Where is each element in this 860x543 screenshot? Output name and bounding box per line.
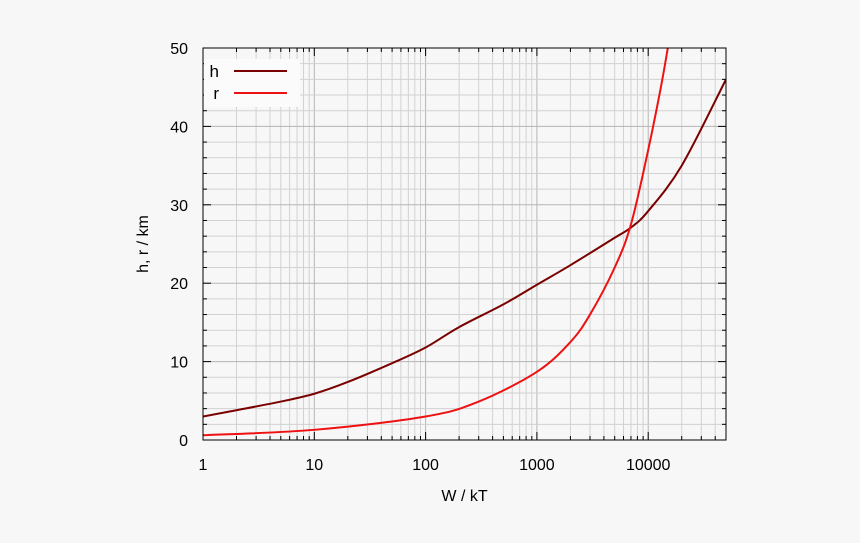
y-axis-title: h, r / km	[135, 215, 152, 273]
y-tick-label: 0	[179, 433, 188, 450]
y-tick-label: 10	[170, 355, 188, 372]
x-tick-label: 1000	[519, 457, 555, 474]
y-tick-label: 30	[170, 198, 188, 215]
axis-ticks	[202, 47, 727, 441]
x-tick-label: 100	[412, 457, 439, 474]
x-axis-title: W / kT	[441, 488, 487, 505]
series-line-r	[203, 48, 669, 437]
tick-labels: 1 10 100 1000 10000 0 10 20 30 40 50	[170, 41, 670, 474]
y-tick-label: 20	[170, 276, 188, 293]
x-tick-label: 10	[305, 457, 323, 474]
legend-background	[204, 59, 300, 107]
plot-frame	[202, 47, 727, 441]
grid	[202, 47, 727, 441]
legend-label-r: r	[213, 84, 219, 103]
y-tick-label: 50	[170, 41, 188, 58]
x-tick-label: 1	[199, 457, 208, 474]
y-tick-label: 40	[170, 119, 188, 136]
x-tick-label: 10000	[626, 457, 671, 474]
legend-label-h: h	[210, 62, 219, 81]
series-line-h	[203, 78, 726, 418]
series-lines	[203, 48, 726, 437]
legend: hr	[204, 59, 300, 107]
